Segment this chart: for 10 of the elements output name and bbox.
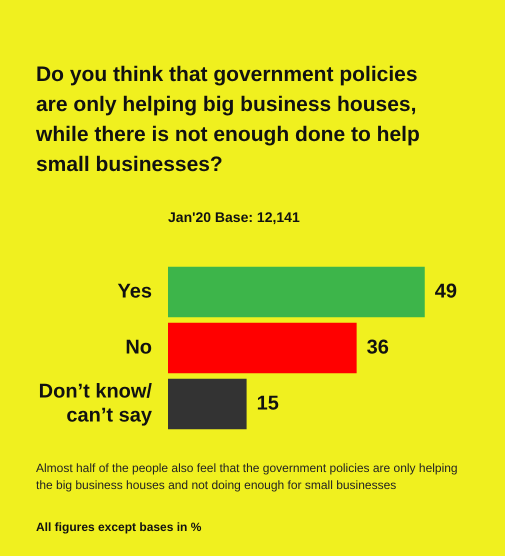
data-label: 36 bbox=[366, 336, 389, 359]
chart-subtitle: Jan'20 Base: 12,141 bbox=[168, 209, 300, 225]
data-label: 15 bbox=[256, 392, 279, 415]
y-tick-label: Don’t know/ can’t say bbox=[38, 380, 153, 427]
y-tick-label: No bbox=[125, 336, 152, 359]
y-tick-label: Yes bbox=[118, 280, 152, 303]
chart-title: Do you think that government policies are only helping big business houses, while there is not enough done to help small businesses? bbox=[36, 62, 421, 178]
text: All figures except bases in % bbox=[36, 520, 202, 534]
data-label: 49 bbox=[434, 280, 458, 303]
text: Almost half of the people also feel that the government policies are only helping the big business houses and not doing enough for small businesses bbox=[36, 460, 459, 494]
